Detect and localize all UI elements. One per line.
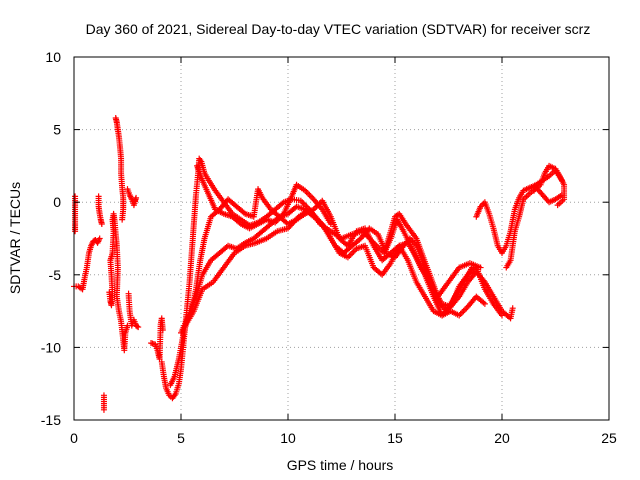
data-point: [119, 216, 126, 223]
grid-layer: [74, 57, 609, 420]
x-tick-label: 10: [280, 430, 296, 446]
data-point: [304, 190, 311, 197]
series-track-e: [106, 210, 131, 354]
series-track-p: [503, 184, 565, 271]
series-track-r: [381, 216, 476, 315]
data-point: [469, 264, 476, 271]
data-point: [72, 228, 79, 235]
y-tick-label: -5: [49, 267, 62, 283]
x-tick-label: 0: [70, 430, 78, 446]
y-tick-label: 10: [45, 49, 61, 65]
y-tick-label: -10: [41, 339, 61, 355]
data-point: [499, 312, 505, 319]
data-point: [349, 250, 356, 257]
x-tick-label: 5: [177, 430, 185, 446]
series-track-a: [71, 235, 103, 293]
y-tick-label: -15: [41, 412, 61, 428]
x-tick-label: 15: [387, 430, 403, 446]
series-track-q: [531, 162, 568, 209]
y-tick-label: 0: [53, 194, 61, 210]
series-track-o: [473, 167, 565, 257]
data-point: [98, 220, 105, 227]
y-tick-label: 5: [53, 122, 61, 138]
data-point: [159, 326, 166, 333]
data-point: [477, 264, 484, 271]
chart-title: Day 360 of 2021, Sidereal Day-to-day VTE…: [86, 21, 591, 37]
data-point: [135, 324, 142, 331]
data-point: [481, 300, 488, 307]
series-track-n: [194, 162, 334, 232]
data-point: [346, 252, 353, 259]
data-point: [509, 305, 516, 312]
x-tick-label: 20: [494, 430, 510, 446]
series-track-b: [72, 193, 79, 235]
data-point: [554, 202, 561, 209]
series-track-f: [112, 114, 127, 223]
data-point: [461, 306, 468, 313]
series-track-j: [158, 155, 516, 402]
data-point: [134, 323, 141, 330]
series-track-k: [167, 186, 505, 389]
axis-ticks: 0 5 10 15 20 25 -15 -10 -5 0 5 10: [41, 49, 617, 446]
data-marks: [71, 114, 568, 413]
series-track-i: [148, 315, 166, 363]
data-point: [350, 248, 357, 255]
x-axis-label: GPS time / hours: [287, 457, 394, 473]
plot-frame: [73, 56, 610, 421]
series-track-h: [125, 290, 142, 331]
series-track-g: [124, 186, 140, 209]
data-point: [457, 311, 464, 318]
data-point: [131, 197, 138, 204]
data-point: [307, 193, 314, 200]
data-point: [96, 235, 103, 242]
x-tick-label: 25: [601, 430, 617, 446]
data-point: [100, 406, 107, 413]
series-track-c: [95, 193, 105, 227]
data-point: [460, 308, 467, 315]
y-axis-label: SDTVAR / TECUs: [7, 182, 23, 294]
data-point: [327, 220, 334, 227]
series-track-d: [100, 392, 107, 413]
data-point: [306, 191, 313, 198]
